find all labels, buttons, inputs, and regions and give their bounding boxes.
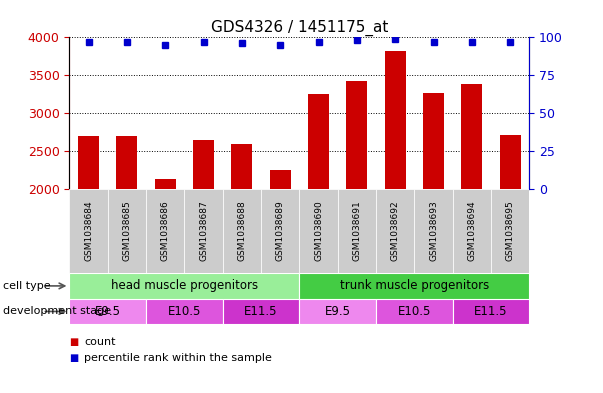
Bar — [500, 135, 521, 189]
Bar — [69, 273, 299, 299]
Bar — [385, 51, 406, 189]
Text: GSM1038687: GSM1038687 — [199, 200, 208, 261]
Bar — [146, 189, 185, 273]
Bar — [414, 189, 453, 273]
Text: GSM1038692: GSM1038692 — [391, 200, 400, 261]
Text: GSM1038688: GSM1038688 — [238, 200, 247, 261]
Text: GSM1038685: GSM1038685 — [122, 200, 131, 261]
Text: count: count — [84, 337, 116, 347]
Title: GDS4326 / 1451175_at: GDS4326 / 1451175_at — [210, 20, 388, 36]
Bar — [491, 189, 529, 273]
Text: GSM1038686: GSM1038686 — [160, 200, 169, 261]
Bar — [78, 136, 99, 189]
Text: ■: ■ — [69, 353, 78, 363]
Text: trunk muscle progenitors: trunk muscle progenitors — [339, 279, 489, 292]
Text: GSM1038694: GSM1038694 — [467, 200, 476, 261]
Bar — [338, 189, 376, 273]
Bar — [146, 299, 223, 324]
Bar — [461, 84, 482, 189]
Text: ■: ■ — [69, 337, 78, 347]
Text: E11.5: E11.5 — [244, 305, 278, 318]
Bar — [308, 94, 329, 189]
Bar — [453, 189, 491, 273]
Bar — [185, 189, 223, 273]
Bar — [108, 189, 146, 273]
Bar — [223, 189, 261, 273]
Bar — [299, 299, 376, 324]
Bar — [69, 299, 146, 324]
Text: GSM1038693: GSM1038693 — [429, 200, 438, 261]
Bar — [270, 170, 291, 189]
Bar — [299, 189, 338, 273]
Text: E9.5: E9.5 — [95, 305, 121, 318]
Bar — [232, 144, 253, 189]
Bar — [453, 299, 529, 324]
Bar — [346, 81, 367, 189]
Text: cell type: cell type — [3, 281, 51, 291]
Bar — [299, 273, 529, 299]
Text: head muscle progenitors: head muscle progenitors — [111, 279, 258, 292]
Text: E11.5: E11.5 — [475, 305, 508, 318]
Text: GSM1038684: GSM1038684 — [84, 200, 93, 261]
Bar — [376, 189, 414, 273]
Bar — [376, 299, 453, 324]
Text: development stage: development stage — [3, 307, 111, 316]
Bar — [69, 189, 108, 273]
Text: GSM1038690: GSM1038690 — [314, 200, 323, 261]
Text: E10.5: E10.5 — [168, 305, 201, 318]
Bar — [154, 179, 175, 189]
Text: GSM1038695: GSM1038695 — [506, 200, 515, 261]
Text: E10.5: E10.5 — [398, 305, 431, 318]
Bar — [193, 140, 214, 189]
Bar — [261, 189, 299, 273]
Text: E9.5: E9.5 — [325, 305, 351, 318]
Bar — [423, 93, 444, 189]
Bar — [116, 136, 137, 189]
Text: percentile rank within the sample: percentile rank within the sample — [84, 353, 273, 363]
Bar — [223, 299, 299, 324]
Text: GSM1038689: GSM1038689 — [276, 200, 285, 261]
Text: GSM1038691: GSM1038691 — [352, 200, 361, 261]
